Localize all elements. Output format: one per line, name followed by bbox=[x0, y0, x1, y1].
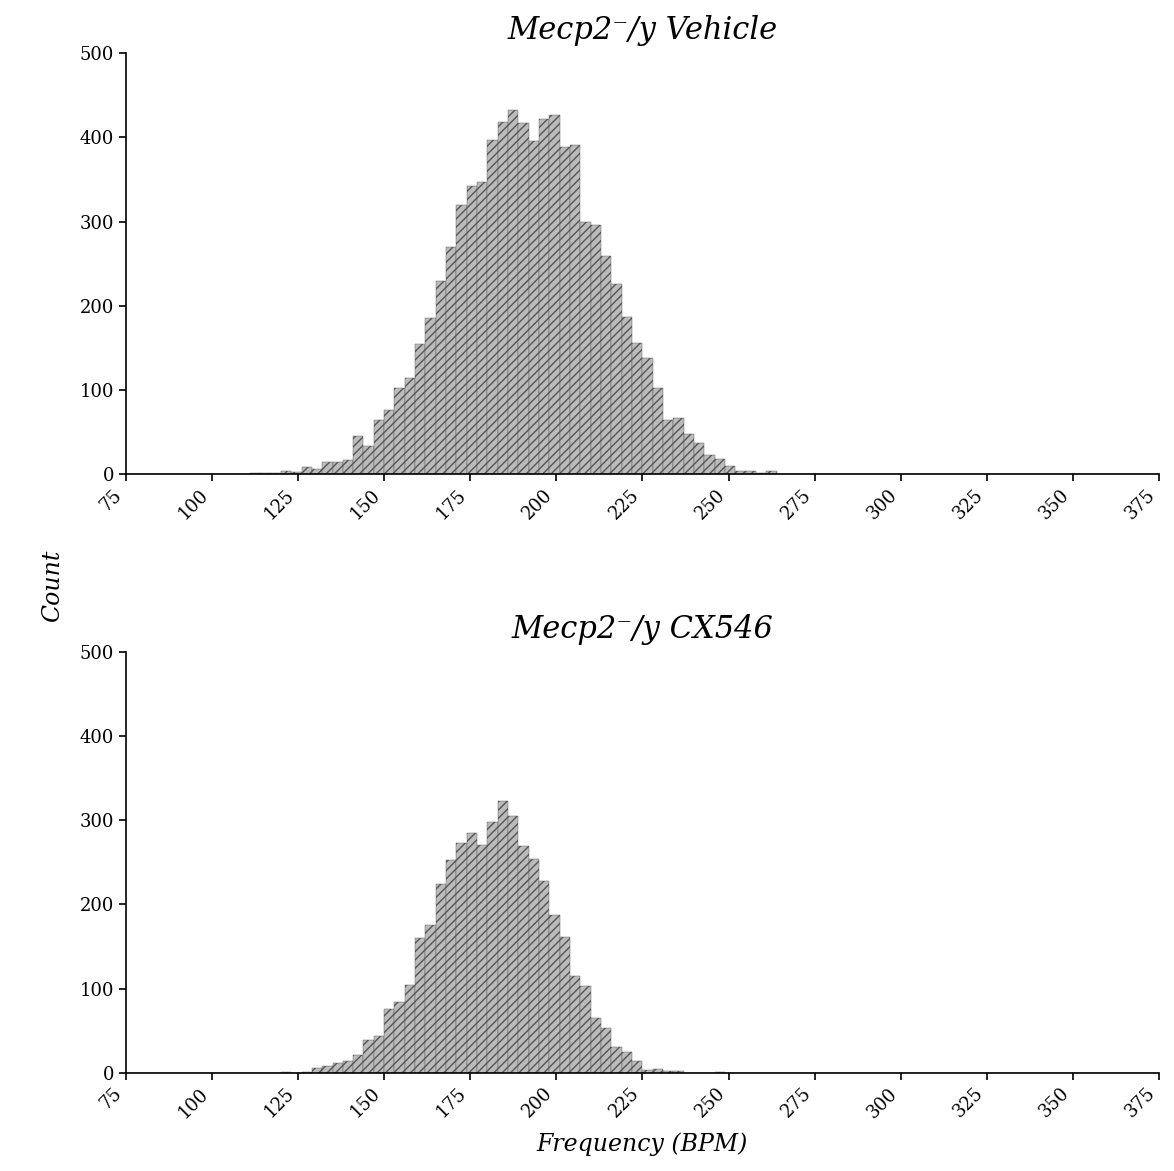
Bar bbox=[591, 225, 601, 474]
Bar bbox=[539, 881, 549, 1073]
Bar bbox=[756, 473, 767, 474]
Bar bbox=[364, 446, 373, 474]
Bar bbox=[508, 110, 519, 474]
Bar bbox=[446, 247, 457, 474]
Bar bbox=[291, 472, 302, 474]
Bar bbox=[632, 1061, 642, 1073]
Bar bbox=[394, 389, 405, 474]
Bar bbox=[694, 444, 704, 474]
Bar bbox=[281, 471, 291, 474]
Bar bbox=[745, 471, 756, 474]
Bar bbox=[601, 1028, 612, 1073]
Bar bbox=[663, 419, 674, 474]
Bar bbox=[343, 1061, 353, 1073]
Text: Count: Count bbox=[41, 549, 65, 622]
Bar bbox=[622, 1052, 632, 1073]
Bar bbox=[767, 471, 777, 474]
Bar bbox=[250, 473, 261, 474]
Bar bbox=[416, 938, 425, 1073]
Bar bbox=[612, 283, 622, 474]
Bar bbox=[498, 122, 508, 474]
Bar bbox=[683, 434, 694, 474]
Bar bbox=[467, 186, 477, 474]
Bar bbox=[373, 1036, 384, 1073]
Title: Mecp2⁻/y CX546: Mecp2⁻/y CX546 bbox=[512, 614, 774, 645]
Bar bbox=[416, 344, 425, 474]
Bar bbox=[715, 459, 726, 474]
Bar bbox=[487, 139, 498, 474]
Bar bbox=[353, 436, 364, 474]
Bar bbox=[571, 977, 580, 1073]
Bar bbox=[322, 1066, 332, 1073]
Bar bbox=[446, 860, 457, 1073]
Bar bbox=[343, 460, 353, 474]
Bar bbox=[405, 985, 416, 1073]
Bar bbox=[622, 317, 632, 474]
Bar bbox=[704, 456, 715, 474]
Bar bbox=[653, 388, 663, 474]
Bar bbox=[425, 319, 436, 474]
Bar bbox=[519, 123, 528, 474]
Bar bbox=[549, 916, 560, 1073]
Bar bbox=[508, 816, 519, 1073]
Bar bbox=[270, 473, 281, 474]
Bar bbox=[394, 1002, 405, 1073]
Title: Mecp2⁻/y Vehicle: Mecp2⁻/y Vehicle bbox=[507, 15, 777, 46]
Bar bbox=[312, 1068, 322, 1073]
Bar bbox=[735, 471, 745, 474]
Bar bbox=[332, 461, 343, 474]
Bar bbox=[436, 884, 446, 1073]
Bar bbox=[632, 343, 642, 474]
Bar bbox=[364, 1040, 373, 1073]
Bar bbox=[332, 1063, 343, 1073]
Bar bbox=[726, 466, 735, 474]
Bar bbox=[571, 145, 580, 474]
Bar bbox=[528, 142, 539, 474]
Bar bbox=[436, 281, 446, 474]
Bar bbox=[312, 468, 322, 474]
Bar bbox=[322, 461, 332, 474]
Bar bbox=[580, 221, 591, 474]
Bar bbox=[498, 801, 508, 1073]
Bar bbox=[549, 115, 560, 474]
Bar bbox=[674, 418, 683, 474]
Bar bbox=[477, 182, 487, 474]
Bar bbox=[674, 1070, 683, 1073]
Bar bbox=[425, 925, 436, 1073]
Bar bbox=[642, 1070, 653, 1073]
Bar bbox=[487, 822, 498, 1073]
Bar bbox=[457, 205, 467, 474]
Bar bbox=[560, 937, 571, 1073]
Bar bbox=[405, 377, 416, 474]
X-axis label: Frequency (BPM): Frequency (BPM) bbox=[537, 1132, 748, 1156]
Bar bbox=[353, 1055, 364, 1073]
Bar bbox=[601, 256, 612, 474]
Bar bbox=[528, 860, 539, 1073]
Bar bbox=[539, 119, 549, 474]
Bar bbox=[519, 847, 528, 1073]
Bar bbox=[653, 1069, 663, 1073]
Bar bbox=[580, 986, 591, 1073]
Bar bbox=[642, 358, 653, 474]
Bar bbox=[477, 845, 487, 1073]
Bar bbox=[467, 833, 477, 1073]
Bar bbox=[457, 843, 467, 1073]
Bar bbox=[373, 419, 384, 474]
Bar bbox=[384, 1009, 394, 1073]
Bar bbox=[591, 1019, 601, 1073]
Bar bbox=[384, 410, 394, 474]
Bar bbox=[612, 1047, 622, 1073]
Bar bbox=[560, 148, 571, 474]
Bar bbox=[663, 1071, 674, 1073]
Bar bbox=[302, 467, 312, 474]
Bar bbox=[261, 473, 270, 474]
